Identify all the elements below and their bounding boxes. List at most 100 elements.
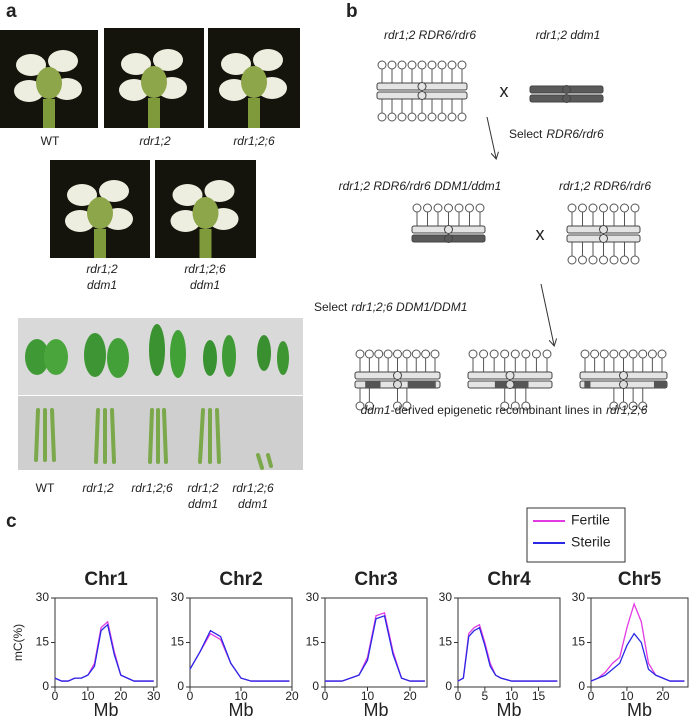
chromosome-pair [376,60,468,122]
marker [531,349,541,359]
marker [468,349,478,359]
marker [417,60,427,70]
marker [411,349,421,359]
caption-part: ddm1 [361,403,391,417]
legend [526,507,626,563]
marker [628,349,638,359]
flower-label: rdr1;2 [139,134,171,148]
x-tick-label: 0 [588,689,595,703]
data-line [189,629,290,682]
stem [148,98,160,128]
marker [609,255,619,265]
cross-symbol: x [500,81,509,101]
marker [437,112,447,122]
centromere [599,234,608,243]
leaf-label: rdr1;2 [187,481,219,495]
y-tick-label: 15 [572,635,586,649]
marker [397,112,407,122]
centromere [505,380,515,389]
genotype: rdr1;2 RDR6/rdr6 [559,179,651,193]
petal [172,184,203,206]
marker [630,255,640,265]
marker [567,203,577,213]
stem [43,99,55,128]
selection-word: Select [509,127,543,141]
petal [253,49,283,71]
x-axis-label: Mb [93,700,118,720]
marker [609,203,619,213]
leaf-label: WT [36,481,55,495]
legend-label: Sterile [571,534,611,550]
marker [412,203,422,213]
marker [599,349,609,359]
chromosome-pair [467,349,553,411]
selection-word: Select [314,300,348,314]
marker [638,401,648,411]
marker [510,401,520,411]
marker [588,255,598,265]
centromere [619,380,628,389]
marker [377,112,387,122]
marker [578,255,587,265]
panel-label: c [6,511,17,532]
stem [199,229,212,258]
caption: ddm1-derived epigenetic recombinant line… [361,403,648,417]
flower-label: WT [41,134,60,148]
marker [619,401,628,411]
centromere [562,85,571,94]
petal [48,50,78,72]
y-tick-label: 15 [171,635,185,649]
cross-symbol: x [536,224,545,244]
marker [355,401,365,411]
flower-label: rdr1;2;6 [233,134,275,148]
x-tick-label: 10 [234,689,248,703]
marker [402,349,412,359]
flower-center [141,66,167,98]
y-tick-label: 0 [177,679,184,693]
leaf-label: rdr1;2;6 [232,481,274,495]
flower-center [241,66,267,98]
x-tick-label: 0 [187,689,194,703]
data-line [54,623,154,682]
marker [423,203,432,213]
x-tick-label: 0 [322,689,329,703]
stem [94,229,106,258]
marker [387,112,397,122]
marker [479,349,489,359]
y-tick-label: 15 [36,635,50,649]
marker [387,60,397,70]
flower-photo [0,30,98,128]
marker [588,203,598,213]
marker [630,203,640,213]
data-line [590,601,685,682]
flower-center [192,197,219,229]
data-line [590,632,685,682]
x-axis-label: Mb [496,700,521,720]
centromere [393,380,402,389]
chart-title: Chr5 [618,569,662,590]
marker [489,349,499,359]
marker [521,401,531,411]
petal [16,54,46,76]
centromere [444,234,453,243]
marker [355,349,365,359]
centromere [619,371,628,380]
genotype: rdr1;2 RDR6/rdr6 DDM1/ddm1 [339,179,502,193]
marker [628,401,638,411]
selection-genotype: rdr1;2;6 DDM1/DDM1 [351,300,467,314]
marker [457,112,467,122]
marker [647,349,657,359]
flower-photo [50,160,150,258]
flower-label: rdr1;2 [86,262,118,276]
marker [475,203,485,213]
selection-genotype: RDR6/rdr6 [546,127,604,141]
y-tick-label: 0 [312,679,319,693]
petal [204,180,235,202]
petal [153,49,183,71]
chromosome-pair [566,203,641,265]
marker [609,349,619,359]
y-tick-label: 15 [439,635,453,649]
marker [393,349,402,359]
marker [590,349,600,359]
y-tick-label: 0 [578,679,585,693]
